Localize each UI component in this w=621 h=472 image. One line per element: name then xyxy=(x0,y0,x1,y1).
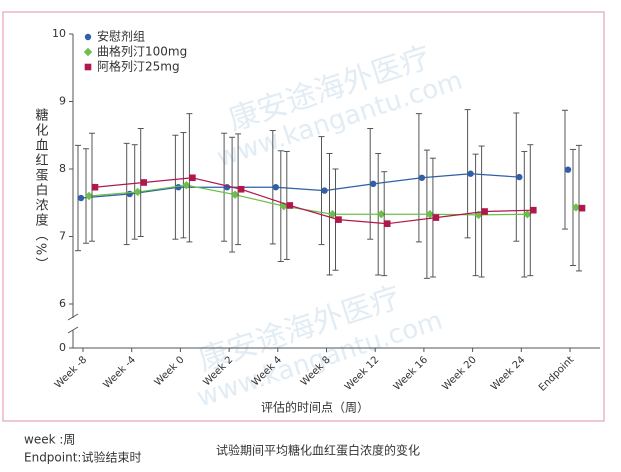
point xyxy=(133,187,142,197)
legend-label: 阿格列汀25mg xyxy=(97,59,180,74)
x-tick-label: Week -4 xyxy=(101,354,137,390)
x-tick-label: Week -8 xyxy=(53,354,89,390)
x-tick-label: Week 24 xyxy=(489,354,527,392)
point xyxy=(571,203,581,212)
point xyxy=(516,173,523,181)
point xyxy=(432,214,440,221)
axis-break xyxy=(67,313,79,321)
point xyxy=(84,63,92,71)
line-segment xyxy=(324,183,374,192)
line-segment xyxy=(88,191,138,197)
point xyxy=(126,190,133,198)
note: week :周 xyxy=(24,433,75,447)
point xyxy=(286,202,294,209)
point xyxy=(83,47,93,57)
legend-label: 曲格列汀100mg xyxy=(97,44,187,59)
x-tick-label: Week 0 xyxy=(153,354,187,388)
point xyxy=(370,180,377,188)
point xyxy=(481,208,488,215)
axis-break xyxy=(67,326,79,334)
point xyxy=(77,194,85,202)
y-tick-label: 7 xyxy=(59,230,66,243)
line-segment xyxy=(240,188,290,207)
point xyxy=(279,201,288,211)
line-segment xyxy=(387,217,436,225)
point xyxy=(84,33,92,41)
line-segment xyxy=(137,184,187,193)
point xyxy=(383,220,391,227)
line-segment xyxy=(373,177,422,185)
line-segment xyxy=(186,184,236,196)
y-tick-label: 6 xyxy=(59,297,66,310)
x-axis-label: 评估的时间点（周） xyxy=(261,400,369,415)
line-segment xyxy=(470,173,520,178)
point xyxy=(189,174,196,182)
line-segment xyxy=(94,181,144,188)
point xyxy=(578,204,586,212)
point xyxy=(321,187,328,194)
line-segment xyxy=(289,204,339,221)
y-tick-label: 8 xyxy=(59,162,66,175)
line-segment xyxy=(234,194,284,207)
line-segment xyxy=(275,186,325,192)
point xyxy=(182,181,191,190)
y-tick-label: 10 xyxy=(52,27,66,40)
point xyxy=(272,184,279,191)
y-axis-label: 糖化血红蛋白浓度（%） xyxy=(33,107,49,272)
point xyxy=(564,166,572,173)
line-segment xyxy=(435,210,485,219)
line-segment xyxy=(192,177,242,190)
point xyxy=(530,206,537,214)
point xyxy=(230,190,240,199)
caption: 试验期间平均糖化血红蛋白浓度的变化 xyxy=(216,443,420,458)
y-tick-label: 9 xyxy=(59,95,66,108)
point xyxy=(425,210,435,219)
point xyxy=(418,174,426,181)
point xyxy=(335,216,342,223)
x-tick-label: Week 16 xyxy=(392,354,430,392)
legend-label: 安慰剂组 xyxy=(97,29,145,44)
point xyxy=(91,183,99,191)
line-segment xyxy=(421,173,471,179)
point xyxy=(523,210,532,219)
y-tick-label: 0 xyxy=(59,341,66,354)
point xyxy=(237,185,245,193)
point xyxy=(328,210,337,219)
note: Endpoint:试验结束时 xyxy=(24,450,141,465)
point xyxy=(84,191,94,201)
point xyxy=(140,179,147,186)
point xyxy=(377,210,386,219)
point xyxy=(467,170,474,177)
x-tick-label: Week 20 xyxy=(440,354,478,392)
chart-frame xyxy=(2,11,605,422)
line-segment xyxy=(143,177,193,184)
x-tick-label: Endpoint xyxy=(537,354,576,393)
line-segment xyxy=(338,219,388,225)
line-segment xyxy=(484,209,534,213)
